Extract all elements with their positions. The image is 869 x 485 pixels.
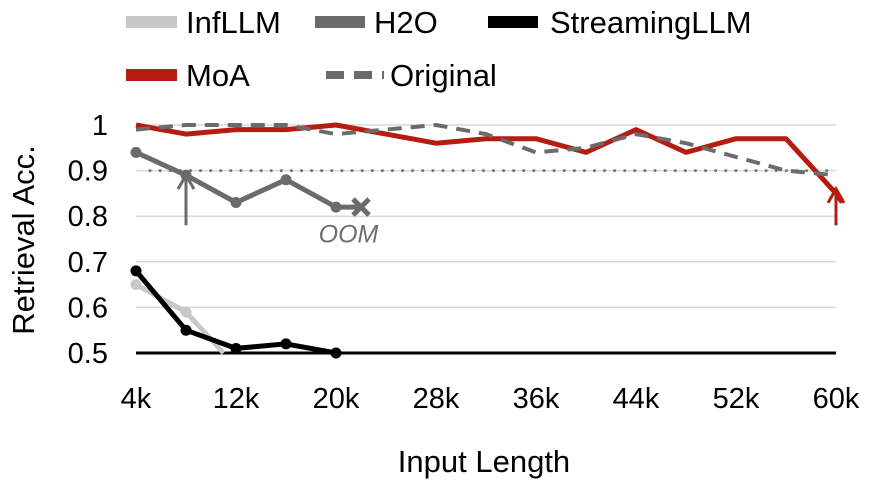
point-infllm-1 [180,306,192,318]
series-layer [130,122,845,359]
point-streamingllm-0 [130,265,142,277]
y-tick-label-2: 0.7 [68,247,108,279]
y-tick-label-1: 0.6 [68,292,108,324]
point-h2o-2 [230,197,242,209]
arrow-0 [176,172,196,226]
x-axis-label: Input Length [398,444,570,479]
legend-label-infllm: InfLLM [186,5,281,40]
point-infllm-0 [130,279,142,291]
annotation-layer: OOM [176,172,846,248]
cross-stroke-b [351,197,371,217]
oom-cross-marker [351,197,371,217]
legend: InfLLM H2O StreamingLLM MoA Original [126,5,752,93]
point-h2o-0 [130,146,142,158]
x-tick-label-4: 36k [513,383,560,415]
x-tick-label-0: 4k [121,383,152,415]
x-tick-label-5: 44k [613,383,660,415]
series-line-h2o [134,150,361,210]
tick-labels: 4k 12k 20k 28k 36k 44k 52k 60k 0.5 0.6 0.7 0.8 0.9 1 [68,110,860,415]
x-tick-label-7: 60k [813,383,860,415]
legend-item-original: Original [326,58,497,93]
legend-label-streamingllm: StreamingLLM [550,5,752,40]
x-tick-label-6: 52k [713,383,760,415]
legend-label-h2o: H2O [374,5,438,40]
point-streamingllm-2 [230,342,242,354]
point-h2o-4 [330,201,342,213]
y-axis-label: Retrieval Acc. [6,145,41,335]
arrow-head [826,185,846,204]
point-h2o-3 [280,174,292,186]
legend-item-infllm: InfLLM [126,5,281,40]
x-tick-label-1: 12k [213,383,260,415]
x-tick-label-3: 28k [413,383,460,415]
series-line-original [135,123,837,178]
legend-item-moa: MoA [126,58,250,93]
legend-item-streamingllm: StreamingLLM [488,5,752,40]
series-line-infllm [134,282,226,355]
y-tick-label-3: 0.8 [68,201,108,233]
arrow-1 [826,185,846,226]
y-tick-label-0: 0.5 [68,338,108,370]
series-line-streamingllm [134,269,337,356]
grid-lines [136,124,836,309]
y-tick-label-5: 1 [92,110,108,142]
point-streamingllm-4 [330,347,342,359]
arrow-head [176,172,196,190]
series-line-moa [135,122,845,204]
legend-item-h2o: H2O [315,5,438,40]
y-tick-label-4: 0.9 [68,156,108,188]
annotation-oom: OOM [319,220,379,248]
legend-label-moa: MoA [186,58,250,93]
legend-label-original: Original [390,58,497,93]
point-streamingllm-3 [280,338,292,350]
x-tick-label-2: 20k [313,383,360,415]
point-streamingllm-1 [180,324,192,336]
